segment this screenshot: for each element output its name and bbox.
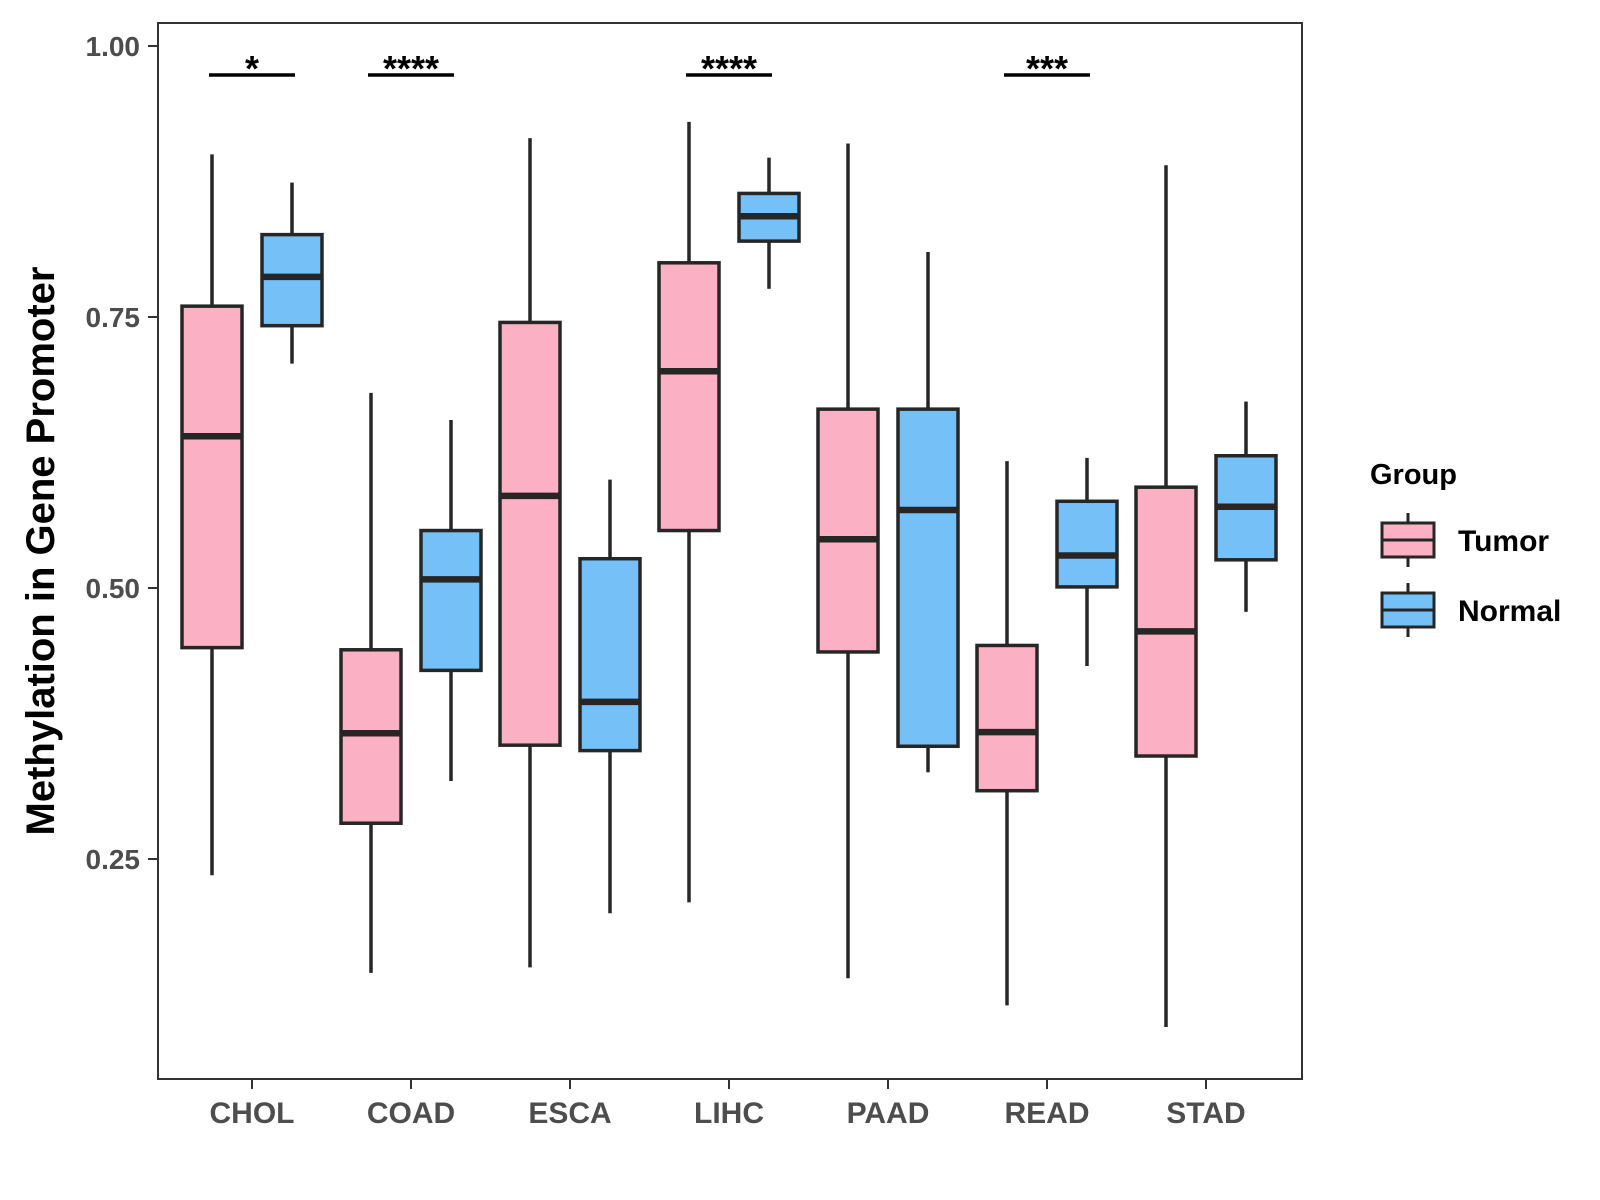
y-tick-label: 1.00 xyxy=(86,31,141,62)
significance-label: * xyxy=(245,48,259,89)
iqr-box xyxy=(975,643,1039,793)
box-normal-esca xyxy=(578,479,642,914)
iqr-box xyxy=(419,528,483,673)
legend-item-normal: Normal xyxy=(1380,583,1561,637)
legend-title: Group xyxy=(1370,459,1457,491)
x-axis: CHOL COAD ESCA LIHC PAAD READ STAD xyxy=(210,1079,1246,1130)
box-tumor-coad xyxy=(339,392,403,973)
box-normal-stad xyxy=(1214,401,1278,612)
box-tumor-esca xyxy=(498,138,562,968)
iqr-box xyxy=(339,648,403,825)
significance-label: *** xyxy=(1026,48,1068,89)
iqr-box xyxy=(578,556,642,753)
box-tumor-paad xyxy=(816,143,880,979)
iqr-box xyxy=(1055,499,1119,589)
significance-read: *** xyxy=(1004,48,1090,89)
box-normal-paad xyxy=(896,251,960,773)
box-normal-read xyxy=(1055,457,1119,667)
significance-coad: **** xyxy=(368,48,454,89)
y-tick-label: 0.75 xyxy=(86,302,141,333)
legend-item-tumor: Tumor xyxy=(1380,513,1549,567)
significance-lihc: **** xyxy=(686,48,772,89)
iqr-box xyxy=(657,261,721,533)
x-tick-label: ESCA xyxy=(528,1097,611,1130)
iqr-box xyxy=(260,232,324,328)
x-tick-label: STAD xyxy=(1166,1097,1245,1130)
box-tumor-chol xyxy=(180,154,244,876)
legend-label: Normal xyxy=(1458,595,1561,628)
box-tumor-lihc xyxy=(657,121,721,903)
box-tumor-read xyxy=(975,461,1039,1006)
significance-annotations: * **** **** *** xyxy=(209,48,1090,89)
box-tumor-stad xyxy=(1134,165,1198,1028)
x-tick-label: LIHC xyxy=(694,1097,764,1130)
x-tick-label: CHOL xyxy=(210,1097,295,1130)
iqr-box xyxy=(498,320,562,747)
significance-label: **** xyxy=(701,48,757,89)
y-axis: 0.25 0.50 0.75 1.00 xyxy=(86,31,158,875)
box-normal-coad xyxy=(419,419,483,781)
significance-chol: * xyxy=(209,48,295,89)
box-series xyxy=(180,121,1278,1028)
y-tick-label: 0.25 xyxy=(86,844,141,875)
plot-panel-border xyxy=(157,22,1303,1080)
box-normal-chol xyxy=(260,182,324,364)
iqr-box xyxy=(180,304,244,650)
y-tick-label: 0.50 xyxy=(86,573,141,604)
x-tick-label: PAAD xyxy=(847,1097,930,1130)
x-tick-label: READ xyxy=(1004,1097,1089,1130)
box-normal-lihc xyxy=(737,157,801,289)
legend: Group Tumor Normal xyxy=(1370,459,1561,637)
iqr-box xyxy=(896,407,960,749)
legend-label: Tumor xyxy=(1458,525,1549,558)
iqr-box xyxy=(816,407,880,654)
significance-label: **** xyxy=(383,48,439,89)
y-axis-title: Methylation in Gene Promoter xyxy=(19,267,63,836)
iqr-box xyxy=(1134,485,1198,758)
x-tick-label: COAD xyxy=(367,1097,455,1130)
